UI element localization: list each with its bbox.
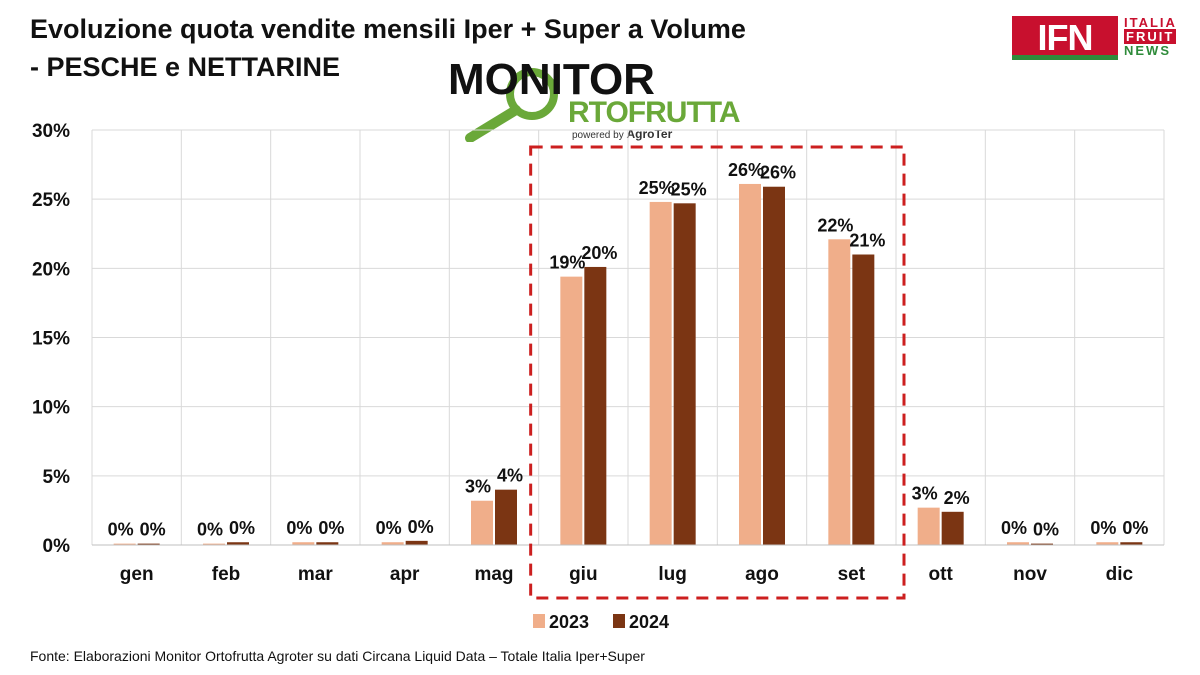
data-label-2023-lug: 25% [639,178,675,198]
monitor-logo-word2: RTOFRUTTA [568,96,741,129]
x-tick-label: gen [120,564,154,585]
bar-2024-mar [316,542,339,545]
bar-2024-set [852,254,875,545]
data-label-2023-gen: 0% [108,520,134,540]
chart-title: Evoluzione quota vendite mensili Iper + … [30,10,746,86]
x-tick-label: ago [745,564,779,585]
x-tick-label: feb [212,564,241,585]
data-label-2023-nov: 0% [1001,518,1027,538]
monitor-logo-powered: powered by AgroTer [572,128,672,142]
ifn-logo-line2: FRUIT [1124,29,1177,44]
bar-2024-ago [763,186,785,545]
ifn-logo-text: ITALIA FRUIT NEWS [1124,16,1177,58]
bar-2024-mag [495,489,517,545]
chart-title-line2: - PESCHE e NETTARINE [30,52,341,82]
x-tick-label: lug [658,564,687,585]
data-label-2023-ott: 3% [912,484,938,504]
x-tick-label: dic [1106,564,1134,585]
bar-2023-feb [203,543,225,545]
bar-2024-gen [137,543,160,545]
bar-2023-apr [381,542,404,545]
bar-2024-giu [584,266,607,545]
data-label-2023-apr: 0% [376,518,402,538]
chart-title-line1: Evoluzione quota vendite mensili Iper + … [30,14,746,44]
bar-2024-feb [227,542,249,545]
y-tick-label: 5% [43,467,71,488]
bar-2024-nov [1031,543,1053,545]
bar-2023-set [828,239,851,546]
legend-swatch-2024 [613,614,625,628]
ifn-logo-mark: IFN [1012,16,1118,60]
bar-2023-gen [113,543,136,545]
y-tick-label: 30% [32,121,70,142]
source-note: Fonte: Elaborazioni Monitor Ortofrutta A… [30,648,645,664]
monitor-logo-word1: MONITOR [448,55,655,104]
bar-2024-dic [1120,542,1143,545]
data-label-2024-nov: 0% [1033,520,1059,540]
bar-2024-ott [941,511,964,545]
monitor-logo-brand: AgroTer [626,127,673,141]
y-tick-label: 20% [32,259,70,280]
ifn-logo-line3: NEWS [1124,43,1171,58]
data-label-2023-mar: 0% [286,518,312,538]
bar-2023-lug [649,201,672,545]
data-label-2024-ago: 26% [760,163,796,183]
data-label-2024-apr: 0% [408,517,434,537]
data-label-2024-feb: 0% [229,518,255,538]
bar-2023-mar [292,542,315,545]
x-tick-label: apr [390,564,420,585]
bar-2024-apr [405,540,428,545]
data-label-2024-ott: 2% [944,488,970,508]
bar-2023-ott [917,507,940,545]
bar-2023-mag [471,500,493,545]
x-tick-label: mag [474,564,513,585]
bar-2023-nov [1007,542,1029,545]
x-tick-label: giu [569,564,598,585]
data-label-2024-set: 21% [849,231,885,251]
ifn-logo: IFN ITALIA FRUIT NEWS [1012,16,1188,60]
bar-2023-dic [1096,542,1119,545]
x-tick-label: set [838,564,866,585]
y-tick-label: 10% [32,398,70,419]
x-tick-label: ott [929,564,954,585]
data-label-2023-mag: 3% [465,477,491,497]
data-label-2024-lug: 25% [671,179,707,199]
bar-2023-ago [739,183,761,545]
x-tick-label: mar [298,564,333,585]
y-tick-label: 25% [32,190,70,211]
legend-label-2023: 2023 [549,612,589,632]
highlight-box [529,145,906,600]
x-tick-label: nov [1013,564,1047,585]
ifn-logo-line1: ITALIA [1124,15,1177,30]
data-label-2024-gen: 0% [140,520,166,540]
data-label-2023-giu: 19% [549,253,585,273]
data-label-2023-feb: 0% [197,520,223,540]
data-label-2024-mar: 0% [318,518,344,538]
data-label-2023-dic: 0% [1090,518,1116,538]
legend-swatch-2023 [533,614,545,628]
bar-2023-giu [560,276,583,545]
legend-label-2024: 2024 [629,612,669,632]
data-label-2024-giu: 20% [581,243,617,263]
data-label-2024-dic: 0% [1122,518,1148,538]
monitor-logo-powered-by: powered by [572,130,624,141]
data-label-2023-set: 22% [817,215,853,235]
y-tick-label: 0% [43,536,71,557]
data-label-2023-ago: 26% [728,160,764,180]
bar-2024-lug [673,203,696,546]
monitor-ortofrutta-logo: MONITOR RTOFRUTTA powered by AgroTer [448,58,756,142]
y-tick-label: 15% [32,329,70,350]
magnifier-icon [465,68,558,142]
data-label-2024-mag: 4% [497,466,523,486]
